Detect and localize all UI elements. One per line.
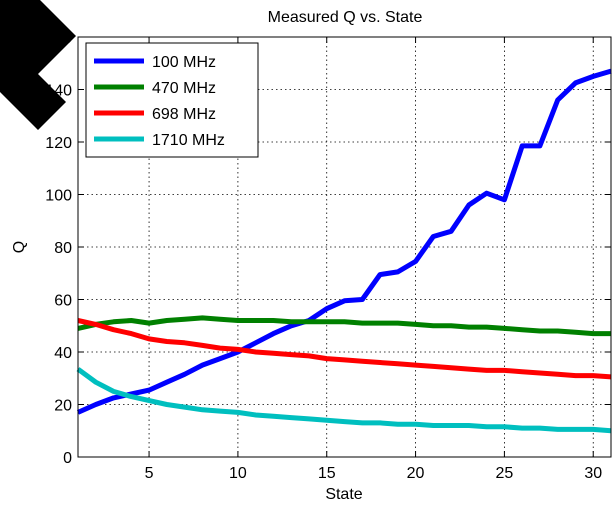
y-tick-label: 40 bbox=[54, 345, 72, 362]
legend: 100 MHz 470 MHz 698 MHz 1710 MHz bbox=[85, 42, 259, 158]
legend-label: 470 MHz bbox=[152, 80, 216, 97]
y-tick-label: 60 bbox=[54, 293, 72, 310]
series-lines bbox=[76, 68, 612, 434]
legend-label: 698 MHz bbox=[152, 106, 216, 123]
series-line-1710-mhz bbox=[76, 367, 612, 434]
y-tick-label: 20 bbox=[54, 398, 72, 415]
series-line-470-mhz bbox=[77, 315, 611, 337]
y-tick-label: 120 bbox=[45, 135, 72, 152]
series-line-698-mhz bbox=[77, 318, 612, 380]
legend-label: 100 MHz bbox=[152, 54, 216, 71]
legend-label: 1710 MHz bbox=[152, 132, 225, 149]
series-line-100-mhz bbox=[76, 68, 612, 415]
y-tick-label: 0 bbox=[63, 450, 72, 467]
x-tick-label: 10 bbox=[229, 465, 247, 482]
x-tick-label: 30 bbox=[584, 465, 602, 482]
y-axis-title: Q bbox=[11, 241, 28, 253]
x-tick-label: 25 bbox=[496, 465, 514, 482]
y-tick-label: 80 bbox=[54, 240, 72, 257]
back-chevron-icon[interactable] bbox=[0, 0, 76, 130]
x-tick-label: 20 bbox=[407, 465, 425, 482]
y-tick-label: 100 bbox=[45, 188, 72, 205]
x-axis-title: State bbox=[325, 486, 362, 503]
chart-title: Measured Q vs. State bbox=[268, 9, 423, 26]
x-tick-label: 5 bbox=[145, 465, 154, 482]
x-tick-label: 15 bbox=[318, 465, 336, 482]
x-axis-ticks: 5 10 15 20 25 30 bbox=[145, 37, 602, 482]
